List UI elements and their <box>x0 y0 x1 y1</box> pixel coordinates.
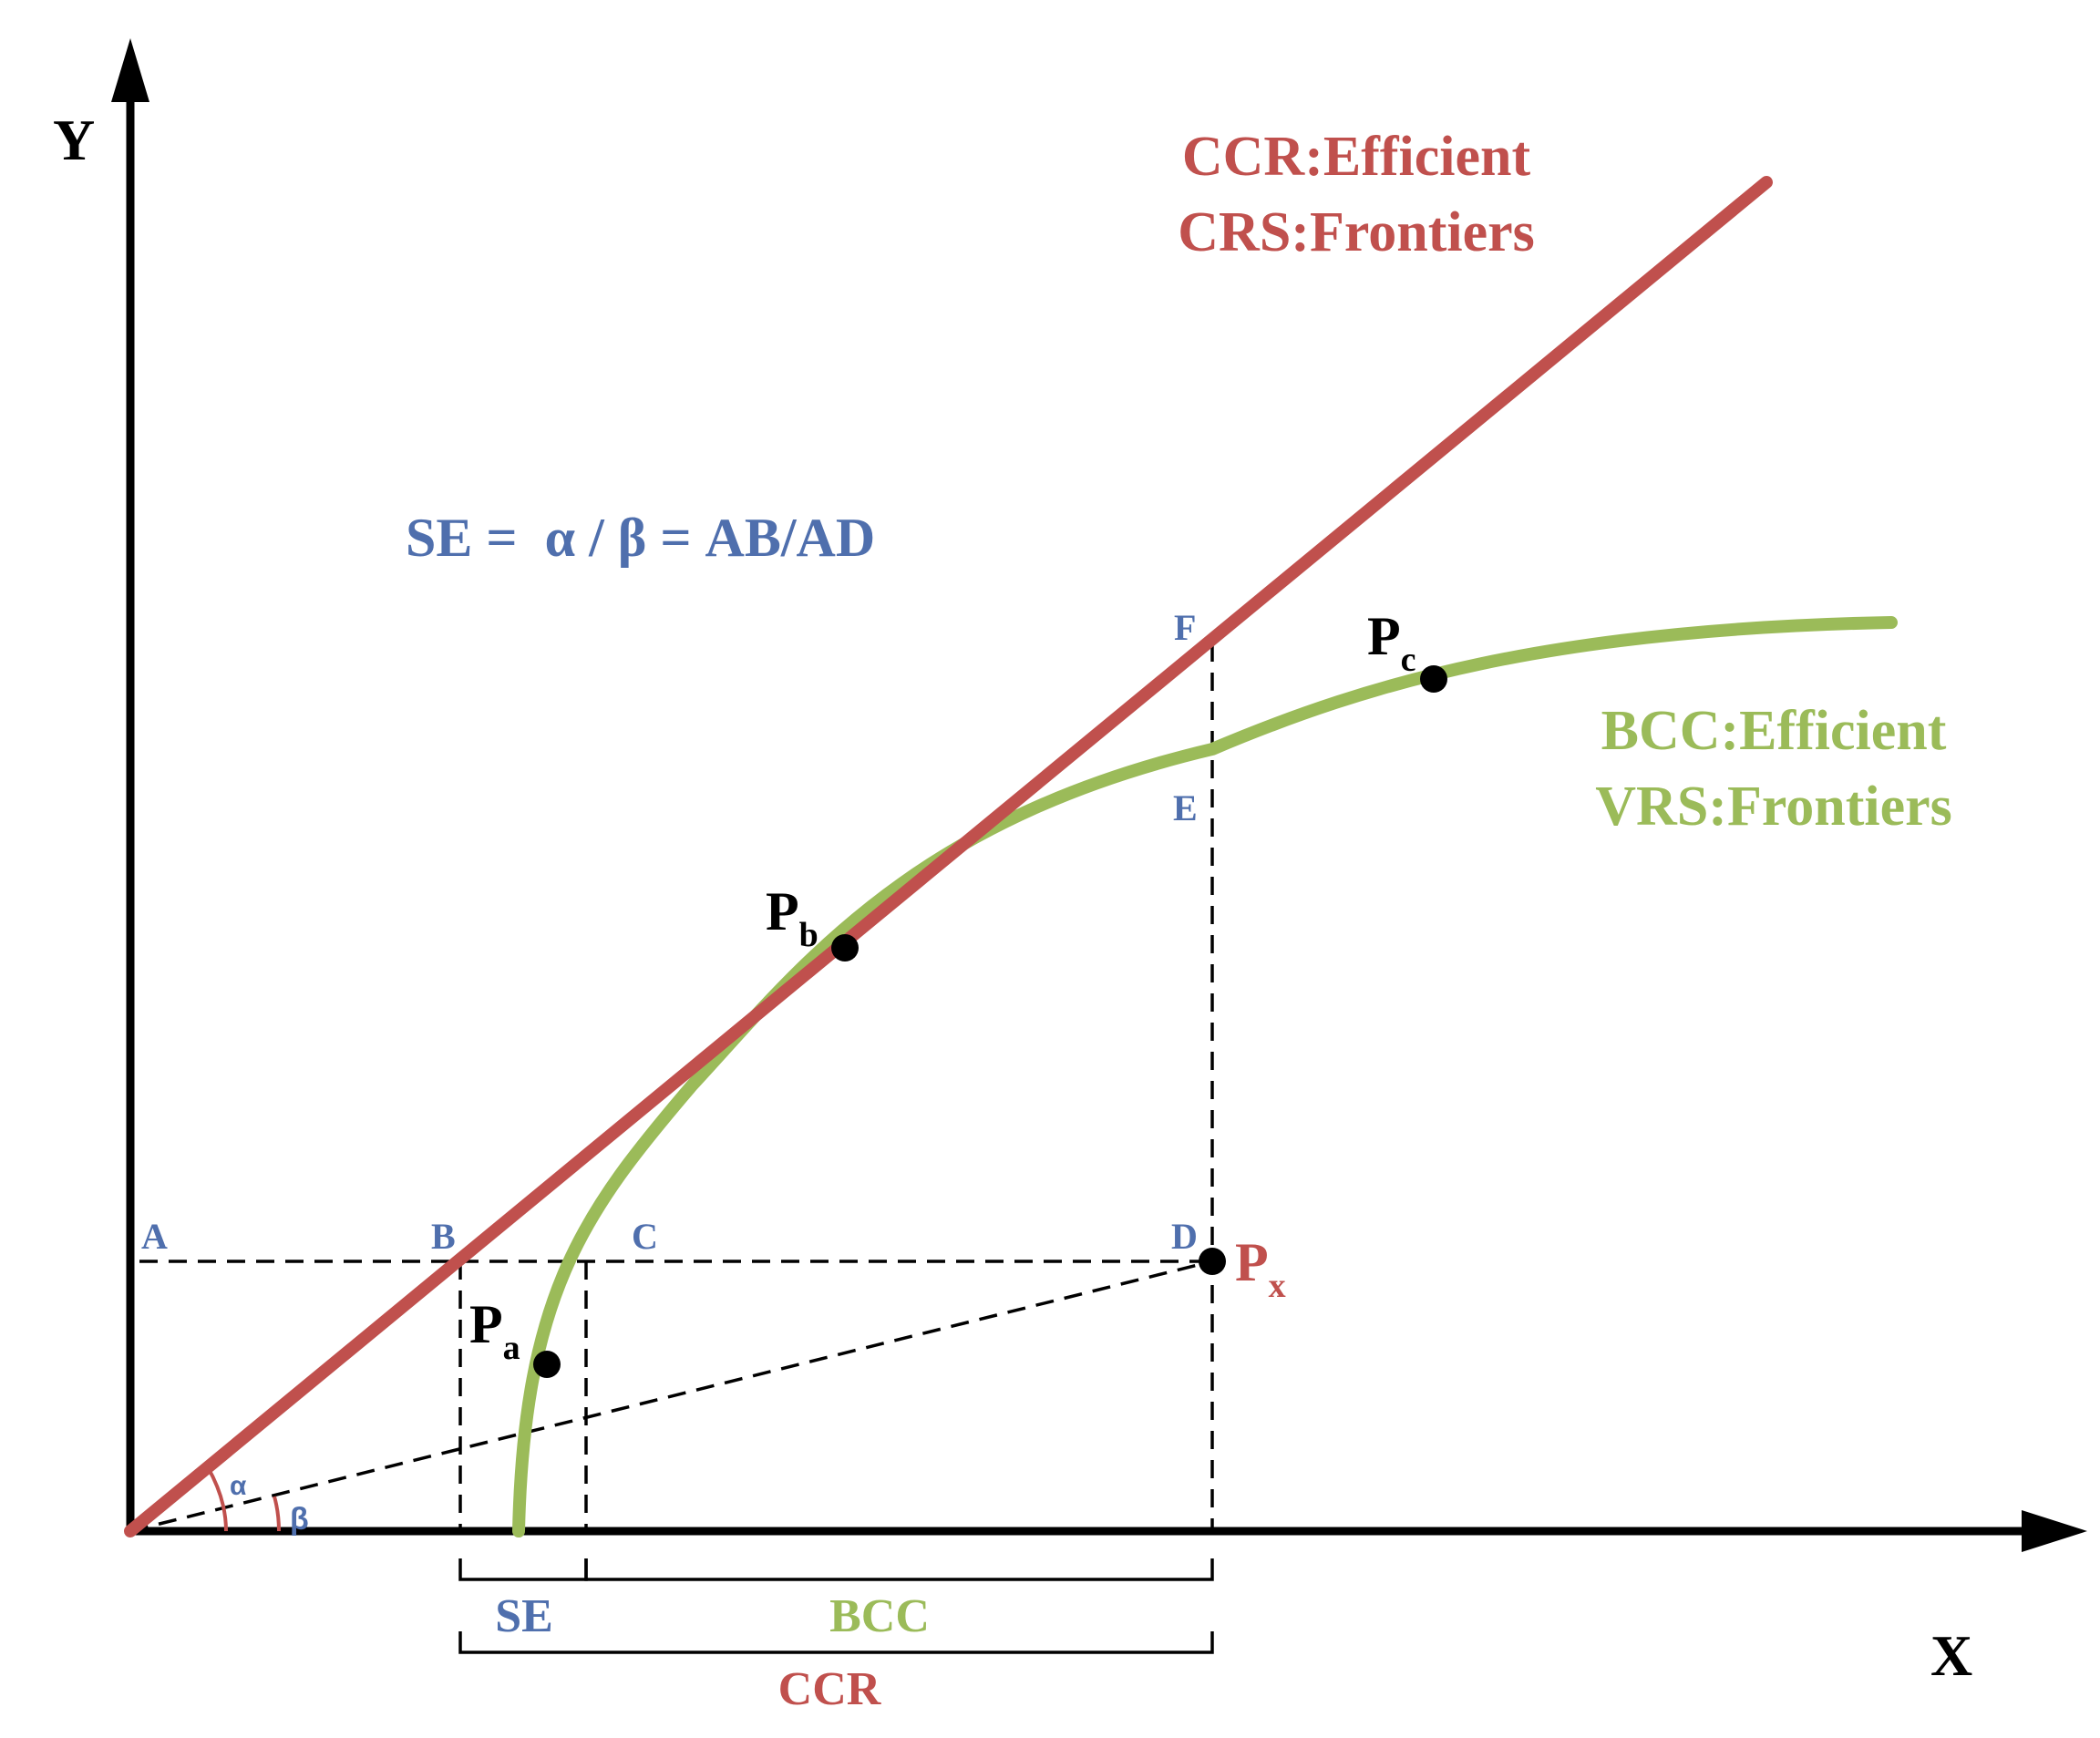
label-a: A <box>141 1216 168 1257</box>
point-pc <box>1420 665 1447 693</box>
se-bracket-label: SE <box>495 1590 553 1642</box>
guide-lines <box>129 643 1214 1533</box>
label-d: D <box>1171 1216 1198 1257</box>
y-axis-arrowhead <box>111 38 149 102</box>
se-bracket <box>458 1558 588 1581</box>
vrs-frontier-curve <box>512 616 1898 1537</box>
crs-title-line1: CCR:Efficient <box>1182 126 1531 188</box>
se-formula: SE = α / β = AB/AD <box>406 508 875 568</box>
x-axis-label: X <box>1930 1623 1972 1688</box>
guide-origin-to-px <box>129 1260 1213 1533</box>
alpha-arc <box>206 1466 228 1532</box>
label-f: F <box>1174 607 1196 648</box>
beta-arc <box>273 1496 281 1532</box>
bracket-labels: SE BCC CCR <box>495 1590 930 1715</box>
letter-labels: A B C D E F <box>141 607 1198 1257</box>
crs-frontier-title: CCR:Efficient CRS:Frontiers <box>1178 126 1534 263</box>
dmu-labels: Pa Pb Pc Px <box>469 606 1416 1367</box>
measure-brackets <box>458 1558 1214 1654</box>
vrs-title-line2: VRS:Frontiers <box>1595 776 1951 838</box>
beta-label: β <box>290 1502 309 1537</box>
vrs-frontier-title: BCC:Efficient VRS:Frontiers <box>1595 700 1951 838</box>
angle-markers <box>206 1466 281 1532</box>
y-axis-label: Y <box>53 108 95 172</box>
dmu-points <box>533 665 1447 1378</box>
label-pc: Pc <box>1367 606 1416 679</box>
point-pa <box>533 1351 561 1378</box>
vrs-title-line1: BCC:Efficient <box>1601 700 1947 762</box>
bcc-bracket <box>584 1558 1214 1581</box>
point-px <box>1199 1248 1226 1275</box>
label-pa: Pa <box>469 1294 520 1367</box>
point-pb <box>831 934 859 962</box>
ccr-bracket-label: CCR <box>778 1663 882 1715</box>
bcc-bracket-label: BCC <box>829 1590 930 1642</box>
x-axis-arrowhead <box>2022 1510 2087 1552</box>
label-b: B <box>431 1216 456 1257</box>
label-e: E <box>1173 787 1198 828</box>
label-c: C <box>632 1216 658 1257</box>
label-px: Px <box>1235 1232 1286 1305</box>
crs-title-line2: CRS:Frontiers <box>1178 201 1534 263</box>
ccr-bracket <box>458 1631 1214 1654</box>
axes: Y X <box>53 38 2087 1688</box>
alpha-label: α <box>230 1471 247 1501</box>
label-pb: Pb <box>766 881 818 954</box>
crs-frontier-line <box>124 176 1773 1537</box>
